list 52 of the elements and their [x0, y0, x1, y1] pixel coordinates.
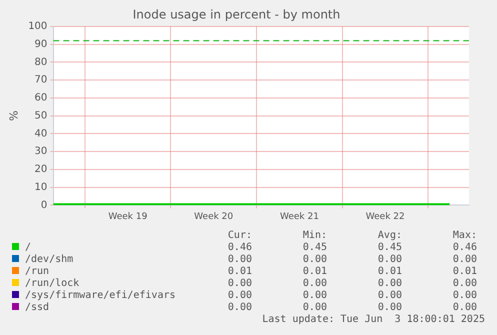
text: 0.00	[226, 278, 252, 290]
y-tick-label: 50	[34, 110, 48, 122]
text: 0.00	[302, 278, 327, 290]
text: Last update: Tue Jun 3 18:00:01 2025	[262, 314, 485, 325]
legend-label: /sys/firmware/efi/efivars	[24, 290, 177, 302]
x-tick-label: Week 20	[194, 212, 234, 222]
y-tick-label: 30	[34, 146, 48, 158]
legend-label: /run	[24, 266, 50, 278]
text: 0.00	[452, 254, 477, 266]
x-tick-label: Week 22	[366, 212, 405, 222]
y-tick-label: 0	[40, 200, 48, 211]
text: Min:	[302, 230, 327, 242]
y-tick-label: 90	[34, 38, 48, 50]
text: 0.00	[302, 254, 327, 266]
text: Avg:	[376, 230, 402, 242]
text: 0.00	[226, 302, 252, 314]
x-tick-label: Week 21	[280, 212, 319, 222]
text: 0.00	[376, 302, 402, 314]
text: 0.00	[452, 290, 477, 302]
x-tick-label: Week 19	[108, 212, 148, 222]
chart-title: Inode usage in percent - by month	[132, 7, 340, 22]
text: 0.00	[226, 290, 252, 302]
y-tick-label: 60	[34, 92, 48, 104]
y-tick-label: 10	[34, 182, 48, 193]
text: 0.45	[376, 242, 402, 254]
text: 0.01	[226, 266, 252, 278]
legend-label: /run/lock	[24, 278, 80, 290]
y-tick-label: 100	[28, 20, 48, 32]
text: 0.00	[376, 290, 402, 302]
legend-label: /ssd	[24, 302, 50, 314]
text: 0.00	[302, 290, 327, 302]
text: 0.46	[452, 242, 477, 254]
y-tick-label: 70	[34, 74, 48, 86]
y-tick-label: 40	[34, 128, 48, 140]
text: 0.00	[376, 278, 402, 290]
legend-label: /dev/shm	[24, 254, 74, 266]
text: Cur:	[226, 230, 252, 242]
text: 0.46	[226, 242, 252, 254]
text: 0.45	[302, 242, 327, 254]
text: 0.00	[452, 302, 477, 314]
legend-label: /	[24, 242, 32, 254]
text: Max:	[452, 230, 477, 242]
text: 0.01	[376, 266, 402, 278]
text: 0.01	[452, 266, 477, 278]
text: 0.00	[226, 254, 252, 266]
y-tick-label: 80	[34, 56, 48, 68]
text: 0.00	[452, 278, 477, 290]
text: 0.00	[376, 254, 402, 266]
text: 0.01	[302, 266, 327, 278]
y-tick-label: 20	[34, 164, 48, 176]
text: 0.00	[302, 302, 327, 314]
y-axis-title: %	[7, 110, 20, 122]
